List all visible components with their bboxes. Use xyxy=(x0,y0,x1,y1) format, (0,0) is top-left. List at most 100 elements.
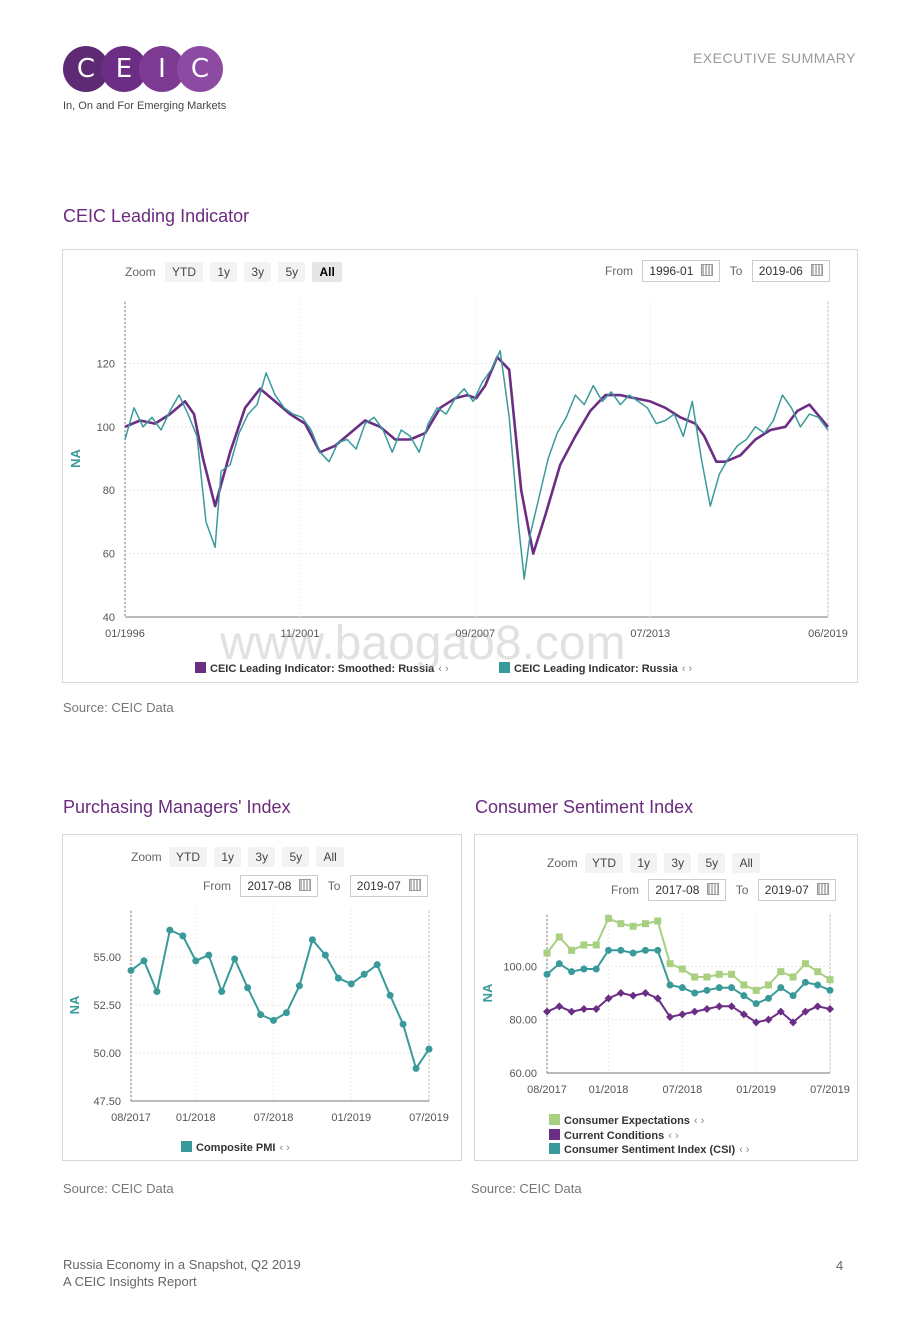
legend-label: Current Conditions xyxy=(564,1130,665,1142)
data-point xyxy=(801,1007,810,1016)
legend-item-smoothed[interactable]: CEIC Leading Indicator: Smoothed: Russia… xyxy=(195,662,449,675)
legend-item-csi[interactable]: Consumer Sentiment Index (CSI) ‹ › xyxy=(549,1143,750,1156)
footer-report-title: Russia Economy in a Snapshot, Q2 2019 xyxy=(63,1257,301,1272)
data-point xyxy=(776,1007,785,1016)
data-point xyxy=(605,914,613,922)
leading-indicator-title: CEIC Leading Indicator xyxy=(63,206,250,226)
zoom-3y-button[interactable]: 3y xyxy=(244,262,272,282)
data-point xyxy=(192,957,200,965)
series-line-consumer-sentiment-index-csi- xyxy=(546,949,831,1005)
data-point xyxy=(231,955,239,963)
to-label: To xyxy=(735,883,749,897)
x-tick-label: 07/2019 xyxy=(810,1084,850,1096)
data-point xyxy=(166,926,174,934)
data-point xyxy=(740,981,748,989)
x-tick-label: 08/2017 xyxy=(527,1084,567,1096)
data-point xyxy=(826,986,834,994)
from-date-value: 2017-08 xyxy=(655,883,700,897)
zoom-all-button[interactable]: All xyxy=(732,853,760,873)
legend-item-consumer-expectations[interactable]: Consumer Expectations ‹ › xyxy=(549,1114,704,1127)
data-point xyxy=(373,961,381,969)
zoom-3y-button[interactable]: 3y xyxy=(248,847,276,867)
to-date-input[interactable]: 2019-07 xyxy=(349,875,428,897)
zoom-5y-button[interactable]: 5y xyxy=(698,853,726,873)
y-tick-label: 60 xyxy=(103,549,115,561)
legend-arrows-icon[interactable]: ‹ › xyxy=(693,1115,705,1127)
data-point xyxy=(752,986,760,994)
legend-item-composite-pmi[interactable]: Composite PMI ‹ › xyxy=(181,1141,290,1154)
legend-item-current-conditions[interactable]: Current Conditions ‹ › xyxy=(549,1129,679,1142)
data-point xyxy=(386,991,394,999)
legend-arrows-icon[interactable]: ‹ › xyxy=(681,663,693,675)
legend-item-raw[interactable]: CEIC Leading Indicator: Russia ‹ › xyxy=(499,662,692,675)
to-date-input[interactable]: 2019-06 xyxy=(751,260,830,282)
data-point xyxy=(179,932,187,940)
data-point xyxy=(629,991,638,1000)
from-date-input[interactable]: 2017-08 xyxy=(240,875,319,897)
x-tick-label: 07/2013 xyxy=(630,628,670,640)
x-tick-label: 11/2001 xyxy=(281,628,320,640)
to-label: To xyxy=(729,264,743,278)
data-point xyxy=(257,1011,265,1019)
data-point xyxy=(715,984,723,992)
zoom-all-button[interactable]: All xyxy=(312,262,342,282)
zoom-all-button[interactable]: All xyxy=(316,847,344,867)
legend-label: Composite PMI xyxy=(196,1142,276,1154)
legend-arrows-icon[interactable]: ‹ › xyxy=(279,1142,290,1154)
y-tick-label: 80.00 xyxy=(509,1015,537,1027)
zoom-1y-button[interactable]: 1y xyxy=(214,847,242,867)
data-point xyxy=(813,1002,822,1011)
from-date-input[interactable]: 1996-01 xyxy=(642,260,721,282)
csi-title: Consumer Sentiment Index xyxy=(475,797,694,817)
legend-swatch xyxy=(549,1143,560,1154)
data-point xyxy=(555,960,563,968)
page-number: 4 xyxy=(836,1258,844,1273)
zoom-ytd-button[interactable]: YTD xyxy=(585,853,624,873)
legend-swatch xyxy=(549,1129,560,1140)
from-date-value: 2017-08 xyxy=(247,879,292,893)
data-point xyxy=(727,1002,736,1011)
y-tick-label: 50.00 xyxy=(93,1048,121,1060)
zoom-controls: Zoom YTD 1y 3y 5y All xyxy=(547,853,764,873)
to-label: To xyxy=(327,879,341,893)
data-point xyxy=(666,981,674,989)
zoom-ytd-button[interactable]: YTD xyxy=(165,262,204,282)
legend-label: Consumer Sentiment Index (CSI) xyxy=(564,1144,736,1156)
data-point xyxy=(567,1007,576,1016)
zoom-5y-button[interactable]: 5y xyxy=(282,847,310,867)
zoom-ytd-button[interactable]: YTD xyxy=(169,847,208,867)
to-date-input[interactable]: 2019-07 xyxy=(757,879,836,901)
zoom-1y-button[interactable]: 1y xyxy=(630,853,658,873)
from-label: From xyxy=(611,883,639,897)
x-tick-label: 01/1996 xyxy=(105,628,145,640)
x-tick-label: 09/2007 xyxy=(455,628,495,640)
data-point xyxy=(777,984,785,992)
data-point xyxy=(543,1007,551,1016)
legend-arrows-icon[interactable]: ‹ › xyxy=(438,663,449,675)
zoom-1y-button[interactable]: 1y xyxy=(210,262,238,282)
x-tick-label: 08/2017 xyxy=(111,1112,151,1124)
data-point xyxy=(764,981,772,989)
legend-arrows-icon[interactable]: ‹ › xyxy=(668,1130,679,1142)
date-range: From 2017-08 To 2019-07 xyxy=(203,875,428,897)
from-date-input[interactable]: 2017-08 xyxy=(648,879,727,901)
zoom-3y-button[interactable]: 3y xyxy=(664,853,692,873)
legend-arrows-icon[interactable]: ‹ › xyxy=(739,1144,750,1156)
legend-swatch xyxy=(499,662,510,673)
leading-indicator-panel: Zoom YTD 1y 3y 5y All From 1996-01 To 20… xyxy=(62,249,858,683)
from-date-value: 1996-01 xyxy=(649,264,694,278)
data-point xyxy=(308,936,316,944)
data-point xyxy=(617,946,625,954)
data-point xyxy=(752,1000,760,1008)
zoom-5y-button[interactable]: 5y xyxy=(278,262,306,282)
data-point xyxy=(153,988,161,996)
data-point xyxy=(764,994,772,1002)
legend-swatch xyxy=(195,662,206,673)
data-point xyxy=(728,984,736,992)
data-point xyxy=(360,970,368,978)
data-point xyxy=(789,992,797,1000)
y-tick-label: 120 xyxy=(97,358,115,370)
csi-source: Source: CEIC Data xyxy=(471,1181,582,1196)
to-date-value: 2019-07 xyxy=(356,879,401,893)
y-tick-label: 40 xyxy=(103,612,115,624)
